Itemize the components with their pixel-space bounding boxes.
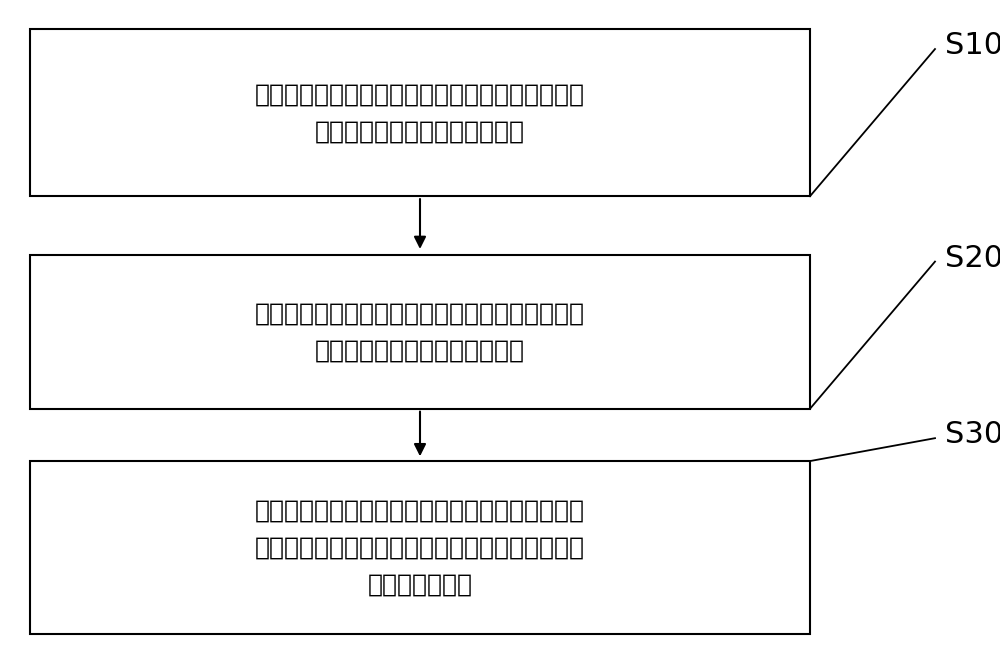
FancyBboxPatch shape [30,255,810,409]
FancyBboxPatch shape [30,461,810,634]
Text: S10: S10 [945,31,1000,60]
Text: 基于离散概率时间序列模型和连续概率密度模型的
任意指定时刻的太阳辐照度样本，建立光伏电源的
光伏功率模型。: 基于离散概率时间序列模型和连续概率密度模型的 任意指定时刻的太阳辐照度样本，建立… [255,498,585,597]
FancyBboxPatch shape [30,29,810,196]
Text: 建立描述任一日期太阳辐照度的每小时均值随时间
变化的离散概率时间序列模型；: 建立描述任一日期太阳辐照度的每小时均值随时间 变化的离散概率时间序列模型； [255,82,585,143]
Text: S30: S30 [945,421,1000,449]
Text: 建立描述每小时内太阳辐照度围绕其小时均值的随
机波动性的连续概率密度模型；: 建立描述每小时内太阳辐照度围绕其小时均值的随 机波动性的连续概率密度模型； [255,301,585,362]
Text: S20: S20 [945,244,1000,273]
